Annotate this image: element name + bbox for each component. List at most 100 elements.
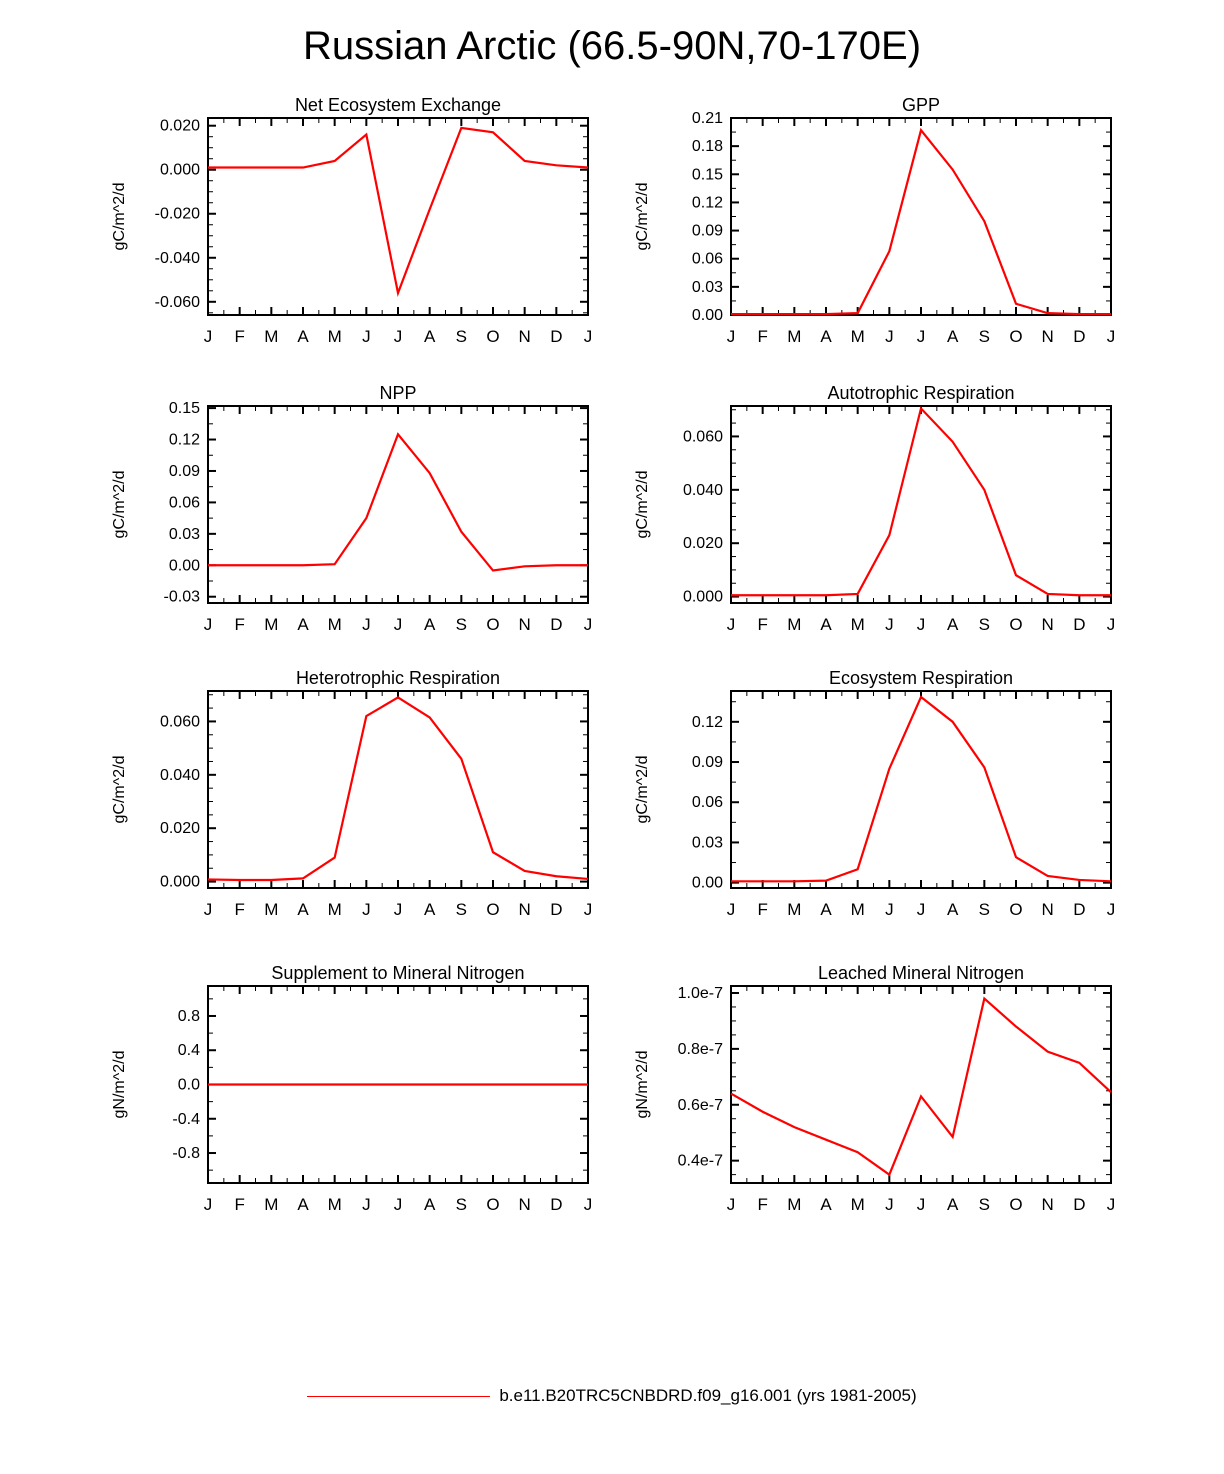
chart-title: Supplement to Mineral Nitrogen: [271, 963, 524, 983]
x-tick-label: S: [979, 1195, 990, 1214]
y-tick-label: 0.4: [178, 1042, 200, 1059]
x-tick-label: N: [519, 1195, 531, 1214]
data-line: [207, 696, 589, 882]
y-tick-label: -0.4: [172, 1111, 200, 1128]
x-tick-label: F: [757, 1195, 767, 1214]
y-tick-label: 0.060: [160, 713, 200, 730]
x-tick-label: M: [328, 327, 342, 346]
y-tick-label: 0.4e-7: [678, 1153, 723, 1170]
x-tick-label: A: [947, 900, 959, 919]
x-tick-label: A: [424, 1195, 436, 1214]
x-tick-label: A: [297, 1195, 309, 1214]
x-tick-label: F: [757, 900, 767, 919]
x-tick-label: J: [1107, 1195, 1116, 1214]
x-tick-label: N: [1042, 327, 1054, 346]
x-tick-label: O: [486, 1195, 499, 1214]
x-tick-label: N: [1042, 900, 1054, 919]
x-tick-label: M: [851, 615, 865, 634]
x-tick-label: A: [424, 900, 436, 919]
chart-title: Autotrophic Respiration: [827, 383, 1014, 403]
x-tick-label: J: [584, 615, 593, 634]
x-tick-label: J: [362, 1195, 371, 1214]
y-tick-label: 0.040: [683, 482, 723, 499]
x-tick-label: J: [917, 1195, 926, 1214]
y-tick-label: -0.020: [155, 206, 200, 223]
x-tick-label: J: [727, 615, 736, 634]
x-tick-label: J: [394, 327, 403, 346]
y-tick-label: 0.09: [692, 754, 723, 771]
legend: b.e11.B20TRC5CNBDRD.f09_g16.001 (yrs 198…: [0, 1386, 1224, 1406]
y-tick-label: 0.12: [692, 194, 723, 211]
x-tick-label: J: [584, 900, 593, 919]
x-tick-label: J: [394, 615, 403, 634]
x-tick-label: D: [1073, 900, 1085, 919]
y-axis-unit-label: gC/m^2/d: [634, 471, 651, 539]
x-tick-label: J: [917, 615, 926, 634]
y-tick-label: 0.03: [692, 279, 723, 296]
x-tick-label: A: [424, 327, 436, 346]
x-tick-label: J: [394, 1195, 403, 1214]
y-tick-label: 0.06: [692, 251, 723, 268]
y-axis-unit-label: gC/m^2/d: [111, 471, 128, 539]
y-tick-label: 0.09: [692, 223, 723, 240]
x-tick-label: J: [1107, 615, 1116, 634]
x-tick-label: O: [486, 327, 499, 346]
x-tick-label: J: [362, 615, 371, 634]
x-tick-label: S: [456, 1195, 467, 1214]
y-axis-unit-label: gC/m^2/d: [111, 183, 128, 251]
x-tick-label: M: [851, 1195, 865, 1214]
legend-label: b.e11.B20TRC5CNBDRD.f09_g16.001 (yrs 198…: [499, 1386, 917, 1405]
x-tick-label: M: [787, 1195, 801, 1214]
x-tick-label: A: [820, 900, 832, 919]
data-line: [730, 996, 1112, 1177]
data-line: [731, 695, 1112, 883]
x-tick-label: S: [456, 900, 467, 919]
data-line: [208, 432, 588, 572]
x-tick-label: J: [727, 1195, 736, 1214]
y-tick-label: 0.15: [169, 400, 200, 417]
y-tick-label: 0.06: [169, 494, 200, 511]
x-tick-label: M: [264, 900, 278, 919]
chart-panel-supplement-mineral-nitrogen: Supplement to Mineral Nitrogen gN/m^2/d J F…: [111, 963, 593, 1214]
chart-title: Heterotrophic Respiration: [296, 668, 500, 688]
x-tick-label: A: [947, 1195, 959, 1214]
x-tick-label: F: [234, 327, 244, 346]
x-tick-label: M: [851, 327, 865, 346]
x-tick-label: J: [885, 327, 894, 346]
x-tick-label: F: [234, 1195, 244, 1214]
data-line: [731, 127, 1111, 316]
x-tick-label: M: [264, 327, 278, 346]
x-tick-label: J: [885, 900, 894, 919]
chart-title: NPP: [379, 383, 416, 403]
x-tick-label: J: [727, 900, 736, 919]
x-tick-label: F: [234, 615, 244, 634]
y-tick-label: 0.0: [178, 1077, 200, 1094]
x-tick-label: M: [787, 615, 801, 634]
y-tick-label: 0.18: [692, 138, 723, 155]
y-tick-label: 0.8e-7: [678, 1041, 723, 1058]
legend-line: [307, 1395, 491, 1397]
y-tick-label: 0.09: [169, 463, 200, 480]
x-tick-label: J: [584, 1195, 593, 1214]
x-tick-label: D: [1073, 615, 1085, 634]
y-axis-unit-label: gN/m^2/d: [111, 1051, 128, 1119]
x-tick-label: A: [297, 900, 309, 919]
y-tick-label: 0.020: [160, 820, 200, 837]
x-tick-label: M: [264, 615, 278, 634]
chart-title: GPP: [902, 95, 940, 115]
y-tick-label: 0.03: [692, 834, 723, 851]
x-tick-label: A: [820, 615, 832, 634]
x-tick-label: A: [947, 615, 959, 634]
x-tick-label: D: [550, 1195, 562, 1214]
x-tick-label: A: [947, 327, 959, 346]
y-tick-label: 0.15: [692, 166, 723, 183]
y-tick-label: 0.040: [160, 767, 200, 784]
x-tick-label: J: [204, 615, 213, 634]
x-tick-label: O: [1009, 615, 1022, 634]
y-tick-label: 0.00: [692, 307, 723, 324]
